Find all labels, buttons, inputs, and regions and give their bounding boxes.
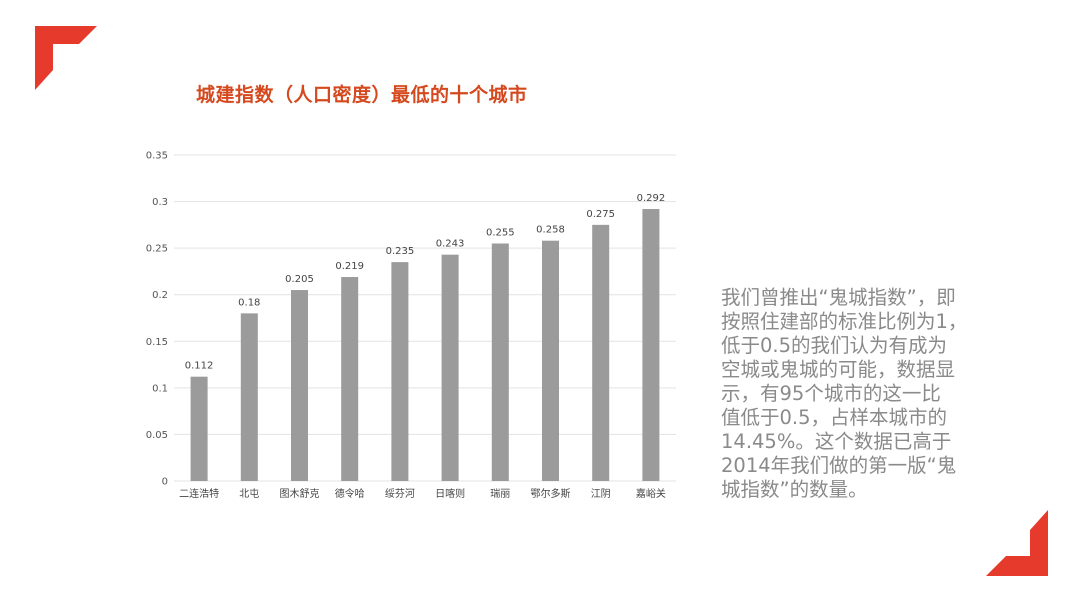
bar [542, 240, 559, 481]
body-line: 空城或鬼城的可能，数据显 [721, 358, 956, 381]
body-line: 我们曾推出“鬼城指数”，即 [721, 286, 956, 309]
x-tick-label: 图木舒克 [280, 487, 320, 500]
data-label: 0.243 [436, 239, 465, 250]
x-tick-label: 德令哈 [335, 487, 365, 500]
body-line: 城指数”的数量。 [721, 478, 868, 501]
bar [491, 243, 509, 481]
data-label: 0.292 [637, 193, 666, 204]
x-tick-label: 鄂尔多斯 [531, 487, 571, 500]
bar [592, 224, 610, 481]
x-tick-label: 日喀则 [435, 487, 465, 500]
body-line: 14.45%。这个数据已高于 [721, 430, 952, 453]
y-tick-label: 0 [162, 477, 168, 488]
body-line: 示，有95个城市的这一比 [721, 382, 941, 405]
data-label: 0.18 [238, 297, 260, 308]
x-tick-label: 北屯 [239, 487, 259, 500]
bar [190, 376, 208, 481]
bar [642, 209, 660, 481]
y-tick-label: 0.05 [146, 430, 168, 441]
x-tick-label: 嘉峪关 [636, 487, 666, 500]
x-tick-label: 瑞丽 [490, 488, 510, 500]
corner-decoration-top-left [35, 26, 97, 90]
data-label: 0.235 [386, 246, 415, 257]
y-tick-label: 0.15 [146, 337, 168, 348]
data-label: 0.112 [185, 361, 214, 372]
y-tick-label: 0.3 [152, 197, 168, 208]
bar [441, 254, 459, 481]
x-tick-label: 江阴 [591, 488, 611, 500]
y-tick-label: 0.25 [146, 244, 168, 255]
x-tick-label: 二连浩特 [179, 487, 219, 500]
slide-title: 城建指数（人口密度）最低的十个城市 [196, 84, 528, 106]
y-tick-label: 0.35 [146, 151, 168, 162]
body-line: 按照住建部的标准比例为1， [721, 310, 968, 333]
y-tick-label: 0.1 [152, 383, 168, 394]
bar [240, 313, 258, 481]
corner-decoration-bottom-right [986, 510, 1048, 576]
bar [391, 262, 409, 481]
bar-chart: 0 0.05 0.1 0.15 0.2 0.25 0.3 0.35 0.112 二连浩特 0.18 北… [146, 151, 676, 500]
data-label: 0.255 [486, 227, 515, 238]
bar [341, 277, 359, 481]
body-paragraph: 我们曾推出“鬼城指数”，即 按照住建部的标准比例为1， 低于0.5的我们认为有成为空… [721, 286, 981, 502]
data-label: 0.219 [335, 261, 364, 272]
data-label: 0.258 [536, 225, 565, 236]
x-tick-label: 绥芬河 [385, 488, 415, 500]
y-tick-label: 0.2 [152, 290, 168, 301]
data-label: 0.275 [586, 209, 615, 220]
body-line: 2014年我们做的第一版“鬼 [721, 454, 957, 477]
bar [291, 290, 308, 481]
data-label: 0.205 [285, 274, 314, 285]
body-line: 值低于0.5，占样本城市的 [721, 406, 948, 429]
body-line: 低于0.5的我们认为有成为 [721, 334, 948, 357]
